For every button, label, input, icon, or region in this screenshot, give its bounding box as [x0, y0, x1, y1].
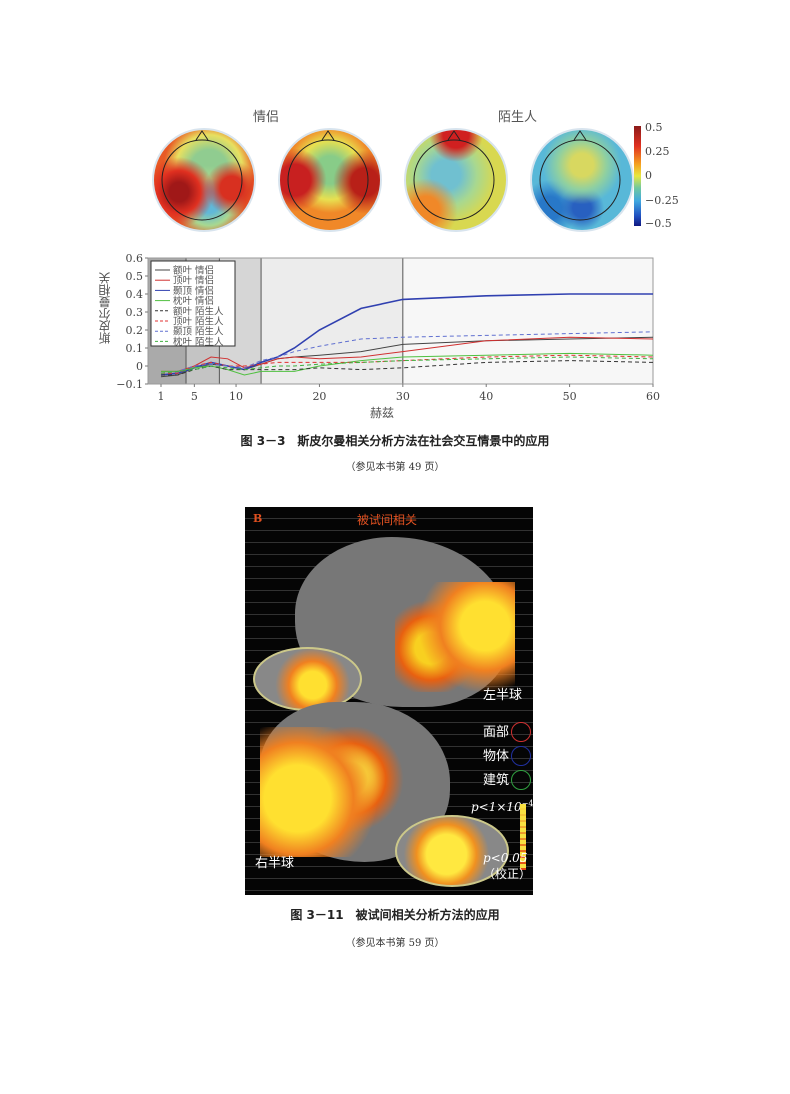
colorbar: [634, 126, 641, 226]
legend-entry: 额叶 情侣: [173, 265, 214, 277]
x-axis-label: 赫兹: [370, 406, 395, 420]
p-threshold-low: p<0.05: [483, 851, 528, 865]
figure2-title: 被试间相关: [357, 513, 418, 527]
face-circle-icon: [511, 722, 531, 742]
legend-entry: 枕叶 情侣: [173, 295, 214, 307]
plot-border: [147, 257, 654, 385]
colorbar-tick: 0.25: [645, 145, 670, 158]
right-medial-view: [395, 815, 509, 887]
figure-note-3-3: （参见本书第 49 页）: [345, 462, 445, 473]
topomap-title-couples: 情侣: [253, 110, 280, 125]
x-tick-label: 1: [158, 390, 165, 403]
corrected-label: （校正）: [483, 867, 532, 881]
p-threshold-exp: −4: [521, 799, 533, 808]
y-tick-label: 0.1: [126, 342, 144, 355]
x-tick-label: 20: [312, 390, 326, 403]
panel-letter: B: [253, 512, 263, 525]
y-tick-label: 0.6: [126, 252, 144, 265]
isc-brain-figure: B 被试间相关 左半球 右半球 面部 物体 建筑 p<1×10−4 p<0.05…: [245, 507, 533, 895]
spearman-line-chart: −0.1 0 0.1 0.2 0.3 0.4 0.5 0.6 1 5 10 20 30 40 50 60 额叶 …: [116, 252, 660, 403]
series-line: [161, 336, 654, 372]
y-tick-label: 0.3: [126, 306, 144, 319]
colorbar-tick: 0: [645, 169, 652, 182]
right-activation: [260, 727, 410, 857]
head-outlines: [161, 130, 621, 221]
p-colorbar: [520, 804, 526, 870]
colorbar-tick: −0.25: [645, 194, 679, 207]
topomap-4: [530, 128, 634, 232]
legend-entry: 颞顶 情侣: [173, 285, 214, 297]
object-circle-icon: [511, 746, 531, 766]
y-tick-label: 0.2: [126, 324, 144, 337]
legend-entry: 颞顶 陌生人: [173, 326, 224, 338]
left-lateral-view: [253, 647, 362, 711]
legend-entry: 额叶 陌生人: [173, 305, 224, 317]
x-tick-label: 50: [563, 390, 577, 403]
x-tick-label: 30: [396, 390, 410, 403]
legend-face: 面部: [483, 725, 510, 740]
series-line: [161, 352, 654, 376]
topomap-3: [404, 128, 508, 232]
right-hemisphere-label: 右半球: [255, 856, 295, 871]
y-tick-label: −0.1: [116, 378, 143, 391]
x-tick-label: 10: [229, 390, 243, 403]
legend-entry: 顶叶 情侣: [173, 275, 214, 287]
topomap-1: [152, 128, 256, 232]
figure-note-3-11: （参见本书第 59 页）: [345, 938, 445, 949]
x-tick-label: 5: [191, 390, 198, 403]
y-tick-label: 0.4: [126, 288, 144, 301]
colorbar-tick: −0.5: [645, 217, 672, 230]
y-axis-label: 斯皮尔曼相关: [98, 272, 112, 344]
legend-entry: 枕叶 陌生人: [173, 336, 224, 348]
topomap-2: [278, 128, 382, 232]
p-threshold-high: p<1×10: [471, 800, 522, 814]
series-line: [160, 331, 654, 374]
figure-caption-3-3: 图 3－3 斯皮尔曼相关分析方法在社会交互情景中的应用: [240, 434, 550, 448]
legend-box: [150, 260, 236, 347]
frequency-band: [261, 258, 403, 384]
legend-building: 建筑: [483, 773, 510, 788]
x-tick-label: 40: [479, 390, 493, 403]
y-tick-label: 0: [136, 360, 143, 373]
series-line: [161, 354, 654, 374]
topomap-title-strangers: 陌生人: [498, 110, 538, 125]
figure-caption-3-11: 图 3－11 被试间相关分析方法的应用: [290, 908, 500, 922]
colorbar-tick: 0.5: [645, 121, 663, 134]
left-hemisphere-label: 左半球: [483, 688, 523, 703]
building-circle-icon: [511, 770, 531, 790]
legend-entry: 顶叶 陌生人: [173, 316, 224, 328]
y-tick-label: 0.5: [126, 270, 144, 283]
legend-object: 物体: [483, 749, 510, 764]
left-activation: [395, 582, 515, 692]
x-tick-label: 60: [646, 390, 660, 403]
